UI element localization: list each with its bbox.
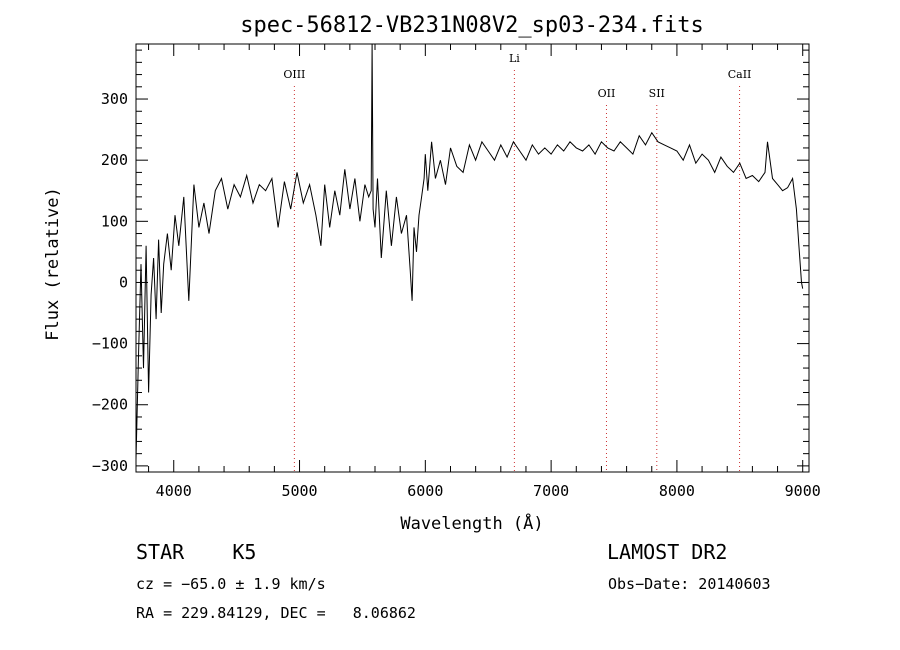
observation-date: Obs−Date: 20140603 [608,575,771,593]
redshift-info: cz = −65.0 ± 1.9 km/s [136,575,326,593]
spectrum-series-line [135,43,804,460]
chart-title: spec-56812-VB231N08V2_sp03-234.fits [240,13,704,38]
x-tick-label: 5000 [281,482,317,500]
y-tick-label: 0 [119,273,128,291]
plot-area: 4000 5000 6000 7000 8000 9000 −300 −200 −100 0 100… [92,43,821,500]
plot-frame [135,43,810,473]
object-class: STAR K5 [136,540,257,564]
spectral-line-label: CaII [728,68,752,81]
spectral-line-label: SII [649,87,665,100]
y-axis-label: Flux (relative) [43,187,63,341]
x-tick-label: 8000 [659,482,695,500]
x-tick-label: 9000 [785,482,821,500]
y-tick-label: 200 [101,151,128,169]
y-tick-label: 100 [101,212,128,230]
spectral-line-label: OIII [283,68,305,81]
y-tick-label: −300 [92,457,128,475]
survey-name: LAMOST DR2 [607,540,728,564]
x-tick-label: 6000 [407,482,443,500]
x-axis-label: Wavelength (Å) [400,512,543,534]
spectral-line-label: OII [598,87,616,100]
y-tick-label: 300 [101,90,128,108]
x-tick-label: 7000 [533,482,569,500]
x-tick-label: 4000 [156,482,192,500]
y-tick-label: −100 [92,335,128,353]
coordinates: RA = 229.84129, DEC = 8.06862 [136,604,416,622]
y-tick-label: −200 [92,396,128,414]
spectral-line-label: Li [509,52,520,65]
